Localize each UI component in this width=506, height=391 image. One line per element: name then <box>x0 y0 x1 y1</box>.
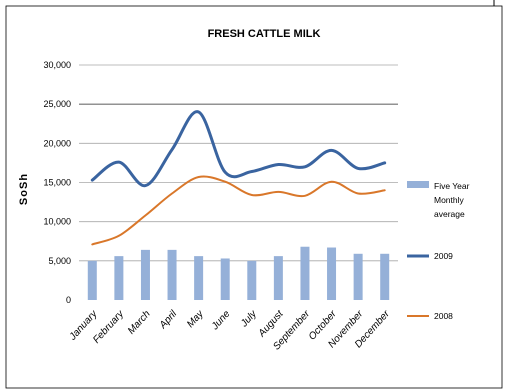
bar <box>140 249 150 300</box>
line-series <box>90 110 387 246</box>
y-tick-label: 10,000 <box>43 217 71 227</box>
bar <box>273 256 283 300</box>
bar-series <box>87 246 390 300</box>
y-tick-label: 15,000 <box>43 178 71 188</box>
bar <box>300 246 310 300</box>
legend: Five Year Monthly average 2009 2008 <box>407 181 470 321</box>
y-tick-label: 20,000 <box>43 138 71 148</box>
y-tick-label: 0 <box>66 295 71 305</box>
y-tick-label: 5,000 <box>48 256 71 266</box>
legend-label: 2009 <box>434 251 453 261</box>
legend-label: Monthly <box>434 195 465 205</box>
legend-label: Five Year <box>434 181 470 191</box>
bar <box>167 249 177 300</box>
y-axis-label: SoSh <box>18 173 30 205</box>
bar <box>380 253 390 300</box>
chart-title: FRESH CATTLE MILK <box>208 28 321 40</box>
bar <box>353 253 363 300</box>
series-line-2008 <box>91 175 386 246</box>
y-tick-label: 25,000 <box>43 99 71 109</box>
series-line-2009 <box>90 110 387 188</box>
y-tick-labels: 0 5,000 10,000 15,000 20,000 25,000 30,000 <box>43 60 71 305</box>
legend-swatch-five-year <box>407 181 429 188</box>
legend-label: 2008 <box>434 311 453 321</box>
bar <box>194 256 204 300</box>
bar <box>114 256 124 300</box>
legend-label: average <box>434 209 465 219</box>
bar <box>247 260 257 300</box>
bar <box>327 247 337 300</box>
gridlines <box>79 64 398 262</box>
bar <box>220 258 230 300</box>
chart-frame <box>5 5 503 389</box>
y-tick-label: 30,000 <box>43 60 71 70</box>
bar <box>87 260 97 300</box>
